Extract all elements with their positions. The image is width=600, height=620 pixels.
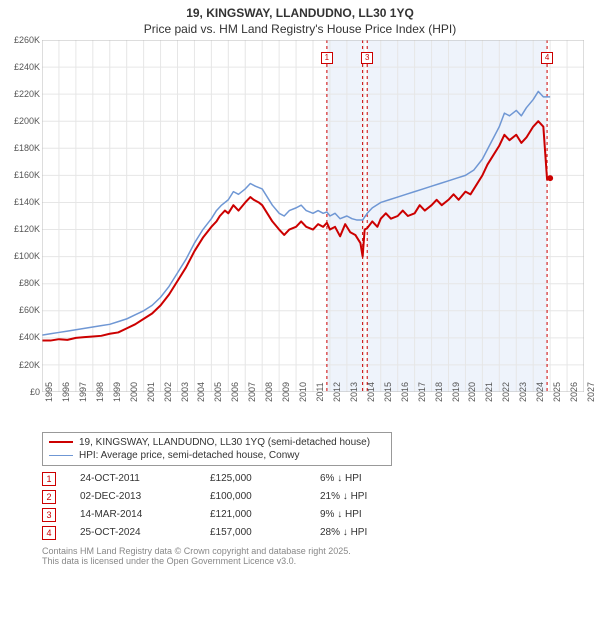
y-tick-label: £220K: [14, 89, 40, 99]
y-tick-label: £20K: [19, 360, 40, 370]
x-tick-label: 2005: [211, 382, 223, 402]
sales-row-date: 02-DEC-2013: [80, 491, 210, 502]
sales-row-pct: 21% ↓ HPI: [320, 491, 430, 502]
legend-item-property: 19, KINGSWAY, LLANDUDNO, LL30 1YQ (semi-…: [49, 436, 385, 449]
sales-table: 1 24-OCT-2011£125,0006% ↓ HPI 2 02-DEC-2013…: [42, 470, 590, 542]
y-tick-label: £180K: [14, 143, 40, 153]
y-tick-label: £240K: [14, 62, 40, 72]
footer-line-1: Contains HM Land Registry data © Crown c…: [42, 546, 590, 557]
sales-row-index: 3: [42, 508, 56, 522]
x-tick-label: 2026: [567, 382, 579, 402]
x-tick-label: 2013: [347, 382, 359, 402]
sales-row-index: 2: [42, 490, 56, 504]
sales-row-date: 14-MAR-2014: [80, 509, 210, 520]
x-tick-label: 2006: [228, 382, 240, 402]
x-tick-label: 2020: [465, 382, 477, 402]
sales-row-date: 24-OCT-2011: [80, 473, 210, 484]
sales-row-pct: 9% ↓ HPI: [320, 509, 430, 520]
y-tick-label: £120K: [14, 224, 40, 234]
sales-row: 2 02-DEC-2013£100,00021% ↓ HPI: [42, 488, 590, 506]
x-tick-label: 2024: [533, 382, 545, 402]
sales-row-price: £121,000: [210, 509, 320, 520]
sales-row-price: £157,000: [210, 527, 320, 538]
x-tick-label: 2016: [398, 382, 410, 402]
x-tick-label: 2011: [313, 382, 325, 401]
legend-swatch-property: [49, 441, 73, 443]
legend: 19, KINGSWAY, LLANDUDNO, LL30 1YQ (semi-…: [42, 432, 392, 466]
chart-marker-4: 4: [541, 52, 553, 64]
chart-marker-1: 1: [321, 52, 333, 64]
x-tick-label: 2004: [194, 382, 206, 402]
x-tick-label: 2019: [449, 382, 461, 402]
x-tick-label: 2012: [330, 382, 342, 402]
sales-row-pct: 28% ↓ HPI: [320, 527, 430, 538]
x-tick-label: 1995: [42, 382, 54, 402]
x-tick-label: 2009: [279, 382, 291, 402]
y-tick-label: £160K: [14, 170, 40, 180]
y-axis-labels: £0£20K£40K£60K£80K£100K£120K£140K£160K£1…: [8, 40, 42, 392]
chart-marker-3: 3: [361, 52, 373, 64]
legend-label-property: 19, KINGSWAY, LLANDUDNO, LL30 1YQ (semi-…: [79, 437, 370, 448]
x-tick-label: 2022: [499, 382, 511, 402]
x-tick-label: 1997: [76, 382, 88, 402]
x-tick-label: 2000: [127, 382, 139, 402]
x-tick-label: 2021: [482, 382, 494, 402]
x-tick-label: 1996: [59, 382, 71, 402]
x-tick-label: 1998: [93, 382, 105, 402]
x-tick-label: 2027: [584, 382, 596, 402]
title-line-1: 19, KINGSWAY, LLANDUDNO, LL30 1YQ: [10, 6, 590, 22]
title-line-2: Price paid vs. HM Land Registry's House …: [10, 22, 590, 36]
x-tick-label: 2007: [245, 382, 257, 402]
y-tick-label: £100K: [14, 251, 40, 261]
y-tick-label: £40K: [19, 332, 40, 342]
y-tick-label: £80K: [19, 278, 40, 288]
y-tick-label: £0: [30, 387, 40, 397]
y-tick-label: £140K: [14, 197, 40, 207]
sales-row: 4 25-OCT-2024£157,00028% ↓ HPI: [42, 524, 590, 542]
y-tick-label: £60K: [19, 305, 40, 315]
sales-row-index: 1: [42, 472, 56, 486]
legend-label-hpi: HPI: Average price, semi-detached house,…: [79, 450, 300, 461]
sales-row: 3 14-MAR-2014£121,0009% ↓ HPI: [42, 506, 590, 524]
footer-line-2: This data is licensed under the Open Gov…: [42, 556, 590, 567]
chart: £0£20K£40K£60K£80K£100K£120K£140K£160K£1…: [42, 40, 584, 392]
x-tick-label: 2018: [432, 382, 444, 402]
y-tick-label: £200K: [14, 116, 40, 126]
x-tick-label: 2014: [364, 382, 376, 402]
legend-item-hpi: HPI: Average price, semi-detached house,…: [49, 449, 385, 462]
x-tick-label: 2003: [178, 382, 190, 402]
x-tick-label: 2002: [161, 382, 173, 402]
x-tick-label: 2023: [516, 382, 528, 402]
sales-row-index: 4: [42, 526, 56, 540]
x-tick-label: 2017: [415, 382, 427, 402]
sales-row-date: 25-OCT-2024: [80, 527, 210, 538]
x-tick-label: 1999: [110, 382, 122, 402]
legend-swatch-hpi: [49, 455, 73, 456]
x-tick-label: 2025: [550, 382, 562, 402]
sales-row: 1 24-OCT-2011£125,0006% ↓ HPI: [42, 470, 590, 488]
x-tick-label: 2008: [262, 382, 274, 402]
sales-row-pct: 6% ↓ HPI: [320, 473, 430, 484]
sales-row-price: £100,000: [210, 491, 320, 502]
x-tick-label: 2015: [381, 382, 393, 402]
chart-svg: [42, 40, 584, 392]
x-axis-labels: 1995199619971998199920002001200220032004…: [42, 392, 584, 426]
y-tick-label: £260K: [14, 35, 40, 45]
footer: Contains HM Land Registry data © Crown c…: [42, 546, 590, 568]
sales-row-price: £125,000: [210, 473, 320, 484]
x-tick-label: 2010: [296, 382, 308, 402]
x-tick-label: 2001: [144, 382, 156, 402]
